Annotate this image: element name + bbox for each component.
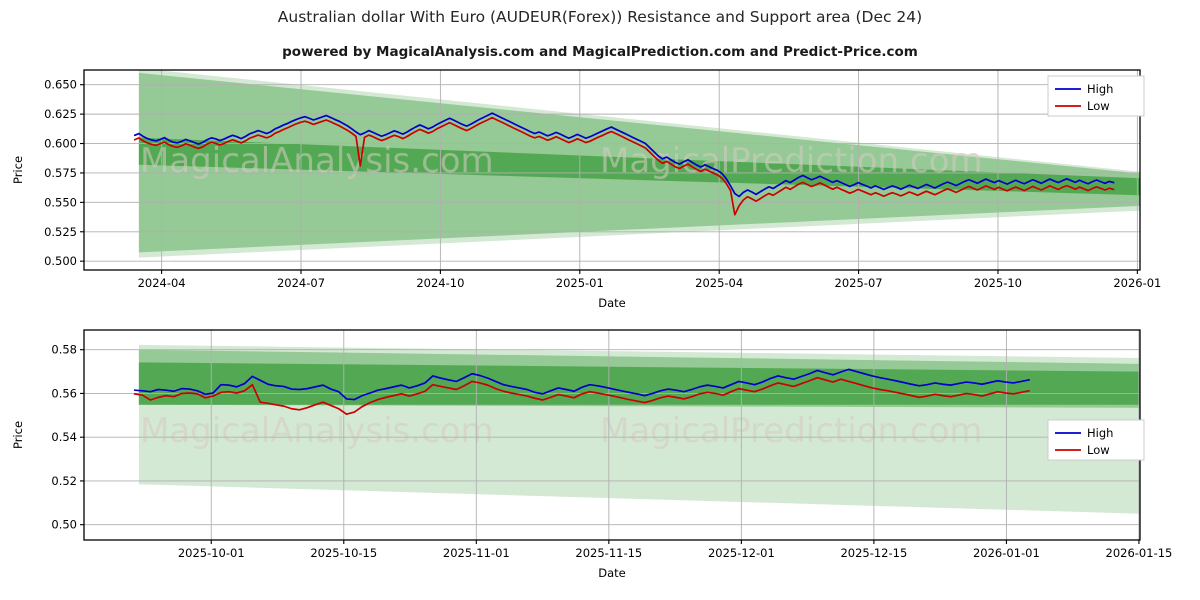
legend: High Low [1047, 75, 1145, 117]
xtick-label: 2025-04 [695, 276, 743, 290]
ytick-label: 0.550 [44, 195, 77, 209]
xtick-label: 2025-11-15 [575, 546, 642, 560]
ytick-label: 0.50 [51, 518, 77, 532]
page-subtitle: powered by MagicalAnalysis.com and Magic… [282, 44, 918, 60]
xtick-label: 2024-10 [416, 276, 464, 290]
plot-frame [83, 69, 1141, 271]
series-line-low [133, 376, 1030, 416]
ytick-label: 0.575 [44, 166, 77, 180]
xtick-label: 2025-11-01 [443, 546, 510, 560]
overview-chart-svg: MagicalAnalysis.com MagicalPrediction.com… [11, 69, 1161, 310]
legend-box [1047, 75, 1145, 117]
xtick-label: 2025-12-01 [708, 546, 775, 560]
legend-label-high: High [1087, 82, 1113, 96]
ytick-label: 0.625 [44, 107, 77, 121]
xtick-label: 2025-01 [556, 276, 604, 290]
xtick-label: 2025-10 [974, 276, 1022, 290]
y-axis-label: Price [11, 421, 25, 449]
xtick-label: 2026-01-15 [1106, 546, 1173, 560]
detail-chart-panel: MagicalAnalysis.com MagicalPrediction.com… [0, 322, 1200, 600]
watermark: MagicalPrediction.com [600, 411, 983, 451]
xtick-label: 2025-10-01 [178, 546, 245, 560]
legend-box [1047, 419, 1145, 461]
xtick-label: 2026-01-01 [973, 546, 1040, 560]
overview-chart-panel: MagicalAnalysis.com MagicalPrediction.com… [0, 62, 1200, 310]
band-inner [138, 362, 1140, 405]
x-axis-label: Date [598, 566, 626, 580]
legend-label-high: High [1087, 426, 1113, 440]
series-line-high [133, 368, 1030, 401]
legend-label-low: Low [1087, 443, 1110, 457]
ytick-label: 0.56 [51, 386, 77, 400]
ytick-label: 0.54 [51, 430, 77, 444]
xtick-label: 2025-07 [835, 276, 883, 290]
legend: High Low [1047, 419, 1145, 461]
y-axis-label: Price [11, 156, 25, 184]
band-inner [138, 137, 1140, 196]
page-title: Australian dollar With Euro (AUDEUR(Fore… [277, 8, 923, 26]
xtick-label: 2024-07 [277, 276, 325, 290]
xtick-label: 2025-10-15 [310, 546, 377, 560]
xtick-label: 2025-12-15 [840, 546, 907, 560]
watermark: MagicalPrediction.com [600, 141, 983, 181]
ytick-label: 0.600 [44, 137, 77, 151]
ytick-label: 0.58 [51, 343, 77, 357]
xtick-label: 2026-01 [1113, 276, 1161, 290]
detail-chart-svg: MagicalAnalysis.com MagicalPrediction.com… [11, 329, 1173, 580]
watermark: MagicalAnalysis.com [140, 411, 494, 451]
series-line-low [133, 116, 1115, 216]
ytick-label: 0.525 [44, 225, 77, 239]
ytick-label: 0.650 [44, 78, 77, 92]
xtick-label: 2024-04 [138, 276, 186, 290]
ytick-label: 0.500 [44, 254, 77, 268]
ytick-label: 0.52 [51, 474, 77, 488]
x-axis-label: Date [598, 296, 626, 310]
series-line-high [133, 112, 1115, 198]
legend-label-low: Low [1087, 99, 1110, 113]
